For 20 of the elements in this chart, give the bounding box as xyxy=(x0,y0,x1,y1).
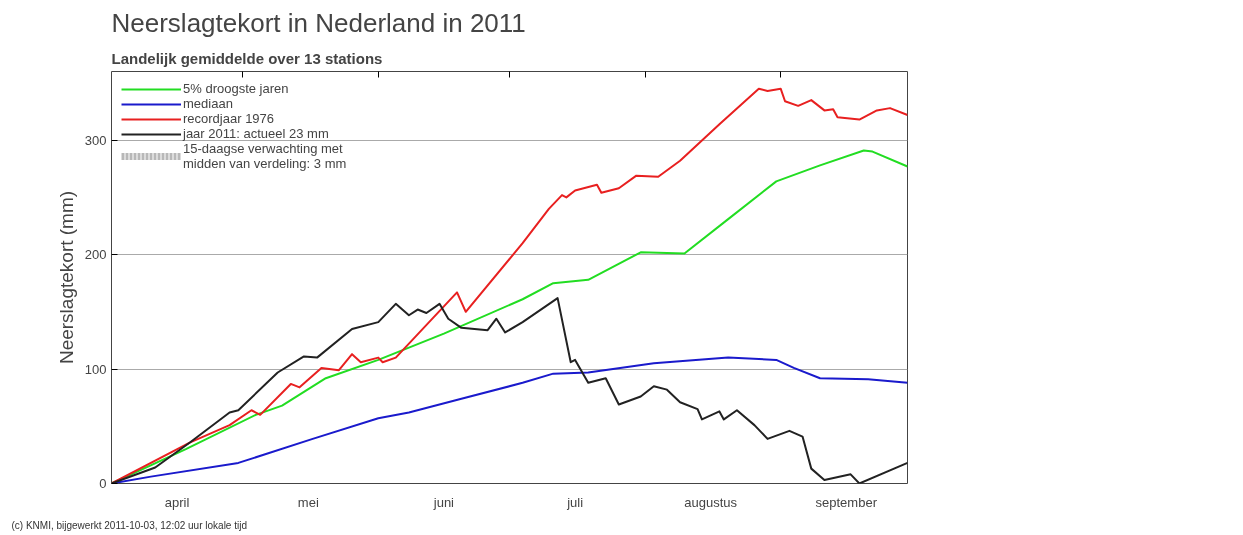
legend-label: jaar 2011: actueel 23 mm xyxy=(183,126,329,141)
x-tick-label: september xyxy=(815,494,878,510)
line-series xyxy=(111,297,908,484)
chart-subtitle: Landelijk gemiddelde over 13 stations xyxy=(111,49,383,67)
legend-label: 5% droogste jaren xyxy=(183,81,289,96)
y-tick-label: 0 xyxy=(99,476,107,491)
x-tick-label: april xyxy=(164,494,190,510)
legend-label: 15-daagse verwachting met midden van verdeling: 3 mm xyxy=(183,141,347,171)
y-tick-label: 200 xyxy=(84,247,107,263)
x-tick-label: augustus xyxy=(684,494,738,510)
x-tick-label: juni xyxy=(432,494,455,510)
x-tick-label: mei xyxy=(297,494,319,510)
x-tick-label: juli xyxy=(566,494,584,510)
chart-title: Neerslagtekort in Nederland in 2011 xyxy=(111,7,526,38)
y-tick-label: 100 xyxy=(84,361,107,377)
text: (c) KNMI, bijgewerkt 2011-10-03, 12:02 uur lokale tijd xyxy=(11,519,247,531)
y-tick-label: 300 xyxy=(84,132,107,148)
y-axis-title: Neerslagtekort (mm) xyxy=(55,190,77,365)
legend-label: mediaan xyxy=(183,96,233,111)
legend-label: recordjaar 1976 xyxy=(183,111,275,126)
